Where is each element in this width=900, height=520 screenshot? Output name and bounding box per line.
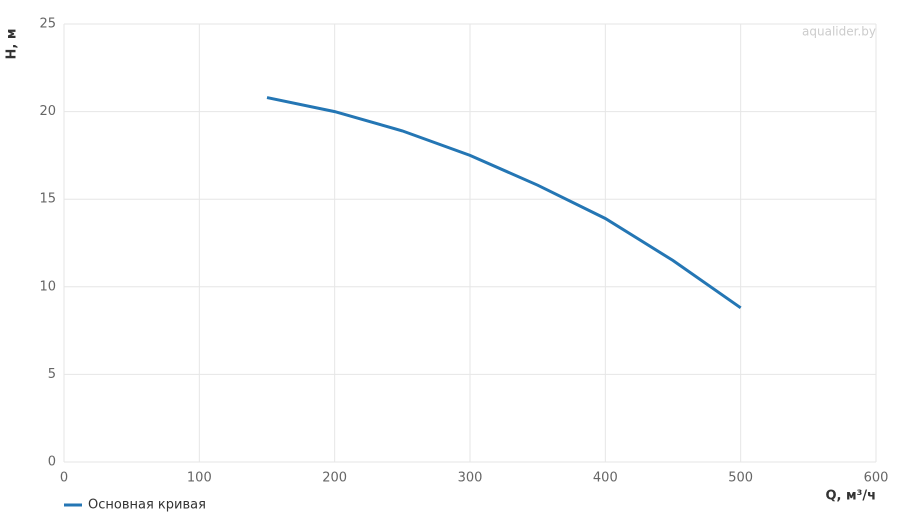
x-tick-label: 0 — [60, 471, 68, 486]
watermark: aqualider.by — [802, 25, 876, 39]
x-tick-label: 500 — [728, 471, 753, 486]
legend-label: Основная кривая — [88, 498, 206, 513]
x-axis-label: Q, м³/ч — [825, 489, 876, 504]
y-tick-label: 25 — [39, 17, 56, 32]
curve — [266, 96, 742, 310]
y-tick-label: 20 — [39, 104, 56, 119]
y-axis-label: H, м — [5, 29, 20, 60]
y-tick-label: 10 — [39, 279, 56, 294]
x-tick-label: 200 — [322, 471, 347, 486]
y-tick-label: 15 — [39, 192, 56, 207]
x-tick-label: 400 — [593, 471, 618, 486]
y-tick-label: 5 — [48, 367, 56, 382]
y-tick-label: 0 — [48, 455, 56, 470]
x-tick-label: 600 — [864, 471, 889, 486]
x-tick-label: 300 — [458, 471, 483, 486]
x-tick-label: 100 — [187, 471, 212, 486]
